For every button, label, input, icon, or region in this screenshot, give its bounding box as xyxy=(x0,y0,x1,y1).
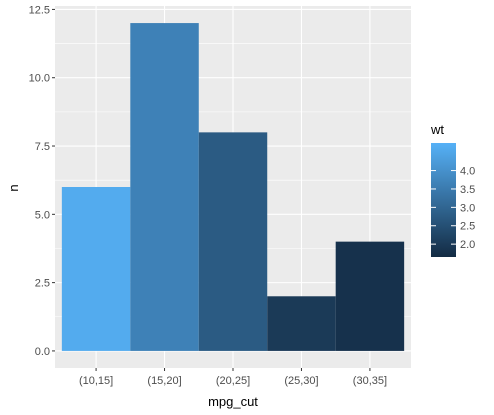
y-tick-label: 12.5 xyxy=(29,4,50,16)
bar-0 xyxy=(61,187,131,351)
bar-4 xyxy=(335,241,405,351)
bar-1 xyxy=(130,23,199,351)
y-axis: 0.0 2.5 5.0 7.5 10.0 12.5 xyxy=(29,4,55,358)
y-tick-label: 7.5 xyxy=(35,141,50,153)
legend-ticks: 2.0 2.5 3.0 3.5 4.0 xyxy=(431,166,475,251)
x-tick-label: (15,20] xyxy=(147,375,181,387)
legend-tick-label: 2.0 xyxy=(460,239,475,251)
bar-2 xyxy=(198,132,268,351)
y-axis-title: n xyxy=(6,184,21,191)
bar-3 xyxy=(267,296,336,351)
x-axis: (10,15] (15,20] (20,25] (25,30] (30,35] xyxy=(79,368,387,387)
y-tick-label: 2.5 xyxy=(35,278,50,290)
legend-colorbar xyxy=(431,143,456,257)
y-tick-label: 10.0 xyxy=(29,73,50,85)
x-axis-title: mpg_cut xyxy=(208,394,258,409)
legend-tick-label: 3.5 xyxy=(460,184,475,196)
legend: wt 2.0 2.5 3.0 3.5 4.0 xyxy=(430,122,475,257)
x-tick-label: (25,30] xyxy=(284,375,318,387)
legend-title: wt xyxy=(430,122,444,137)
legend-tick-label: 3.0 xyxy=(460,202,475,214)
y-tick-label: 5.0 xyxy=(35,209,50,221)
y-tick-label: 0.0 xyxy=(35,346,50,358)
x-tick-label: (20,25] xyxy=(216,375,250,387)
legend-tick-label: 2.5 xyxy=(460,221,475,233)
x-tick-label: (10,15] xyxy=(79,375,113,387)
legend-tick-label: 4.0 xyxy=(460,166,475,178)
bars xyxy=(61,23,405,351)
x-tick-label: (30,35] xyxy=(353,375,387,387)
